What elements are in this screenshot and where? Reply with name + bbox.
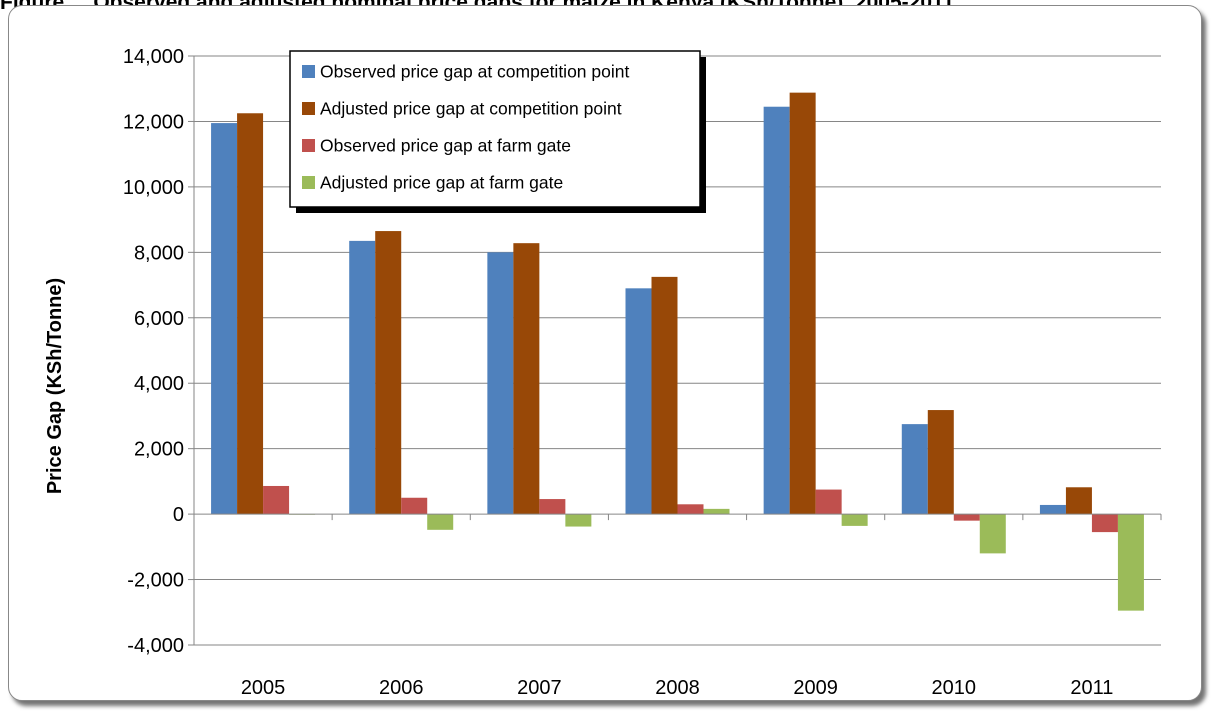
bar-2011-series-4 bbox=[1117, 514, 1144, 611]
bar-2009-series-4 bbox=[841, 514, 868, 526]
bar-2007-series-1 bbox=[487, 252, 514, 515]
bar-2011-series-2 bbox=[1065, 487, 1092, 515]
bar-2010-series-3 bbox=[953, 514, 980, 521]
y-tick-label: 14,000 bbox=[123, 46, 184, 68]
legend-swatch bbox=[302, 176, 315, 189]
legend: Observed price gap at competition point A… bbox=[289, 50, 706, 213]
bar-2005-series-2 bbox=[237, 113, 264, 515]
bars bbox=[211, 92, 1144, 611]
legend-label: Adjusted price gap at competition point bbox=[320, 99, 622, 119]
y-axis-title: Price Gap (KSh/Tonne) bbox=[44, 278, 66, 494]
bar-2009-series-3 bbox=[815, 489, 842, 515]
legend-swatch bbox=[302, 65, 315, 78]
y-tick-label: 10,000 bbox=[123, 177, 184, 199]
y-tick-label: 12,000 bbox=[123, 111, 184, 133]
y-tick-label: 6,000 bbox=[134, 308, 184, 330]
bar-2009-series-1 bbox=[763, 106, 790, 515]
bar-2007-series-3 bbox=[539, 499, 566, 515]
axes bbox=[193, 56, 1161, 645]
y-tick-label: 2,000 bbox=[134, 439, 184, 461]
bar-2010-series-4 bbox=[979, 514, 1006, 554]
x-tick-label: 2005 bbox=[241, 677, 286, 699]
bar-2011-series-3 bbox=[1091, 514, 1118, 533]
bar-2006-series-3 bbox=[401, 497, 428, 515]
x-tick-labels: 2005 2006 2007 2008 2009 2010 2011 bbox=[241, 677, 1114, 699]
bar-2009-series-2 bbox=[789, 92, 816, 515]
y-tick-label: 4,000 bbox=[134, 373, 184, 395]
bar-2008-series-1 bbox=[625, 288, 652, 515]
y-tick-label: 8,000 bbox=[134, 242, 184, 264]
bar-2008-series-2 bbox=[651, 276, 678, 515]
x-tick-label: 2008 bbox=[655, 677, 700, 699]
x-tick-label: 2010 bbox=[932, 677, 977, 699]
bar-2006-series-2 bbox=[375, 231, 402, 515]
x-tick-label: 2009 bbox=[793, 677, 838, 699]
bar-2006-series-1 bbox=[349, 240, 376, 515]
x-tick-label: 2006 bbox=[379, 677, 424, 699]
legend-box bbox=[289, 50, 701, 208]
bar-2010-series-2 bbox=[927, 410, 954, 515]
bar-2007-series-2 bbox=[513, 243, 540, 515]
x-tick-label: 2011 bbox=[1070, 677, 1113, 699]
legend-label: Adjusted price gap at farm gate bbox=[320, 173, 563, 193]
legend-label: Observed price gap at competition point bbox=[320, 62, 629, 82]
bar-2005-series-3 bbox=[263, 485, 290, 515]
y-tick-label: -2,000 bbox=[127, 570, 184, 592]
bar-2011-series-1 bbox=[1039, 504, 1066, 515]
bar-2006-series-4 bbox=[427, 514, 454, 530]
x-tick-label: 2007 bbox=[517, 677, 562, 699]
bar-2007-series-4 bbox=[565, 514, 592, 527]
bar-2010-series-1 bbox=[901, 424, 928, 515]
y-tick-labels: -4,000 -2,000 0 2,000 4,000 6,000 8,000 10,000 1… bbox=[123, 46, 184, 657]
y-tick-label: -4,000 bbox=[127, 635, 184, 657]
legend-swatch bbox=[302, 102, 315, 115]
bar-2008-series-3 bbox=[677, 504, 704, 515]
legend-swatch bbox=[302, 139, 315, 152]
y-tick-label: 0 bbox=[173, 504, 184, 526]
bar-2008-series-4 bbox=[703, 508, 730, 515]
bar-2005-series-1 bbox=[211, 123, 238, 515]
legend-label: Observed price gap at farm gate bbox=[320, 136, 571, 156]
